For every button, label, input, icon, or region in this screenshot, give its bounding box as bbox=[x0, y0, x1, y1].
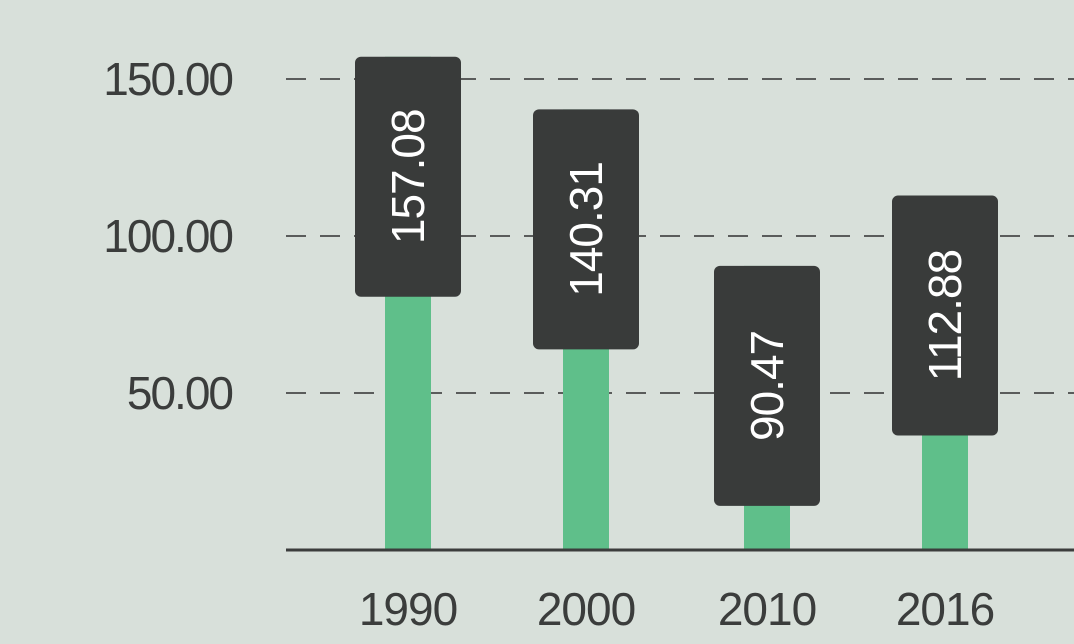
x-axis-labels: 1990 2000 2010 2016 bbox=[359, 583, 995, 635]
data-label-1990: 157.08 bbox=[382, 109, 434, 244]
y-tick-label-50: 50.00 bbox=[127, 367, 233, 419]
x-tick-label-2016: 2016 bbox=[896, 583, 994, 635]
data-label-box-2000 bbox=[533, 109, 639, 350]
y-tick-label-150: 150.00 bbox=[103, 53, 232, 105]
bar-group-1990: 157.08 bbox=[355, 56, 461, 550]
bars: 157.08 140.31 90.47 112.88 bbox=[355, 56, 998, 550]
data-label-2010: 90.47 bbox=[741, 331, 793, 441]
data-label-2000: 140.31 bbox=[560, 162, 612, 297]
data-label-box-2010 bbox=[714, 265, 820, 506]
y-axis-ticks: 50.00 100.00 150.00 bbox=[103, 53, 234, 419]
data-label-box-1990 bbox=[355, 56, 461, 297]
bar-group-2000: 140.31 bbox=[533, 109, 639, 550]
x-tick-label-2000: 2000 bbox=[537, 583, 635, 635]
data-label-box-2016 bbox=[892, 195, 998, 436]
y-tick-label-100: 100.00 bbox=[103, 210, 232, 262]
bar-group-2016: 112.88 bbox=[892, 195, 998, 550]
data-label-2016: 112.88 bbox=[919, 250, 971, 381]
x-tick-label-2010: 2010 bbox=[718, 583, 816, 635]
x-tick-label-1990: 1990 bbox=[359, 583, 457, 635]
bar-group-2010: 90.47 bbox=[714, 265, 820, 550]
